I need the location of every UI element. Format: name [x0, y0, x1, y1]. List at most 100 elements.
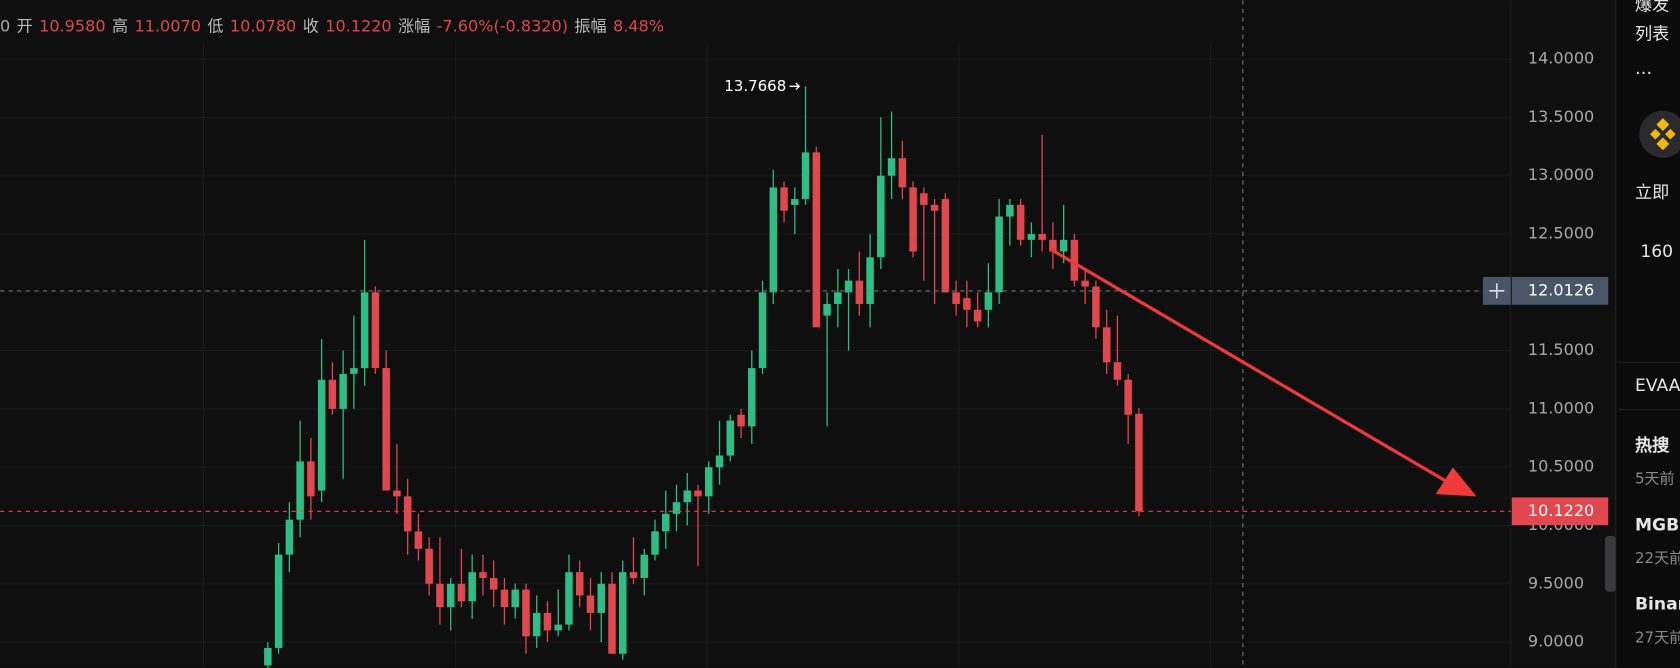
candle-body — [1135, 413, 1143, 512]
last-price-box — [1511, 497, 1609, 526]
candle-body — [597, 583, 605, 613]
news-title[interactable]: 热搜 — [1635, 435, 1670, 456]
candle-body — [694, 490, 702, 497]
y-tick-label: 9.5000 — [1528, 573, 1584, 592]
candle-body — [328, 379, 337, 409]
candle-body — [296, 461, 304, 520]
candle-body — [1016, 204, 1025, 240]
y-tick-label: 14.0000 — [1528, 49, 1594, 68]
sidebar-panel — [1615, 0, 1680, 668]
candle-body — [500, 589, 509, 608]
candle-body — [930, 204, 939, 211]
candle-body — [651, 531, 659, 555]
candle-body — [920, 193, 928, 205]
candle-body — [1113, 362, 1122, 380]
y-tick-label: 12.5000 — [1528, 224, 1594, 243]
candle-body — [737, 414, 745, 427]
candle-body — [522, 589, 530, 637]
candle-body — [1059, 239, 1068, 252]
y-tick-label: 11.0000 — [1528, 398, 1594, 417]
high-arrow — [789, 82, 801, 90]
candle-body — [855, 280, 864, 304]
candle-body — [1081, 280, 1089, 287]
candle-body — [565, 572, 573, 625]
candle-body — [425, 548, 433, 584]
y-tick-label: 9.0000 — [1528, 632, 1584, 651]
candle-body — [683, 490, 692, 503]
high-label: 13.7668 — [724, 77, 786, 95]
candle-body — [887, 158, 896, 176]
header-text: 高 — [112, 17, 128, 36]
candle-body — [834, 292, 842, 304]
sidebar-text: 爆发 — [1635, 0, 1669, 16]
news-title[interactable]: MGB — [1635, 515, 1679, 535]
candle-body — [984, 292, 993, 310]
y-tick-label: 11.5000 — [1528, 340, 1594, 359]
candle-body — [371, 292, 380, 369]
candle-body — [705, 467, 713, 497]
y-tick-label: 13.0000 — [1528, 165, 1594, 184]
header-text: 10.1220 — [325, 17, 391, 36]
last-price-label: 10.1220 — [1528, 501, 1594, 520]
candle-body — [1038, 234, 1046, 240]
sidebar-text: 列表 — [1635, 25, 1669, 45]
candle-body — [791, 199, 799, 205]
candle-body — [382, 368, 390, 491]
plus-icon — [1489, 283, 1505, 299]
candle-body — [662, 513, 670, 532]
header-text: 10.9580 — [39, 17, 105, 36]
sidebar-text: 立即 — [1635, 183, 1669, 203]
trend-arrow-head — [1435, 467, 1477, 497]
candle-body — [823, 303, 831, 316]
header-text: 开 — [17, 17, 33, 36]
candle-body — [403, 496, 412, 532]
candle-body — [780, 187, 788, 211]
candle-body — [457, 583, 466, 602]
news-time: 22天前 — [1635, 549, 1680, 567]
trend-arrow — [1049, 247, 1453, 486]
news-title[interactable]: Binar — [1635, 595, 1680, 615]
candle-body — [909, 187, 917, 252]
candle-body — [393, 490, 401, 497]
candle-body — [274, 554, 283, 648]
candle-body — [618, 572, 627, 654]
candle-body — [414, 531, 423, 549]
candle-body — [479, 572, 487, 578]
candle-body — [812, 152, 821, 328]
candle-body — [317, 379, 326, 491]
crosshair-price: 12.0126 — [1528, 280, 1594, 299]
candle-body — [1092, 286, 1100, 328]
candle-body — [973, 309, 982, 322]
news-time: 27天前 — [1635, 628, 1680, 646]
candle-body — [360, 292, 369, 369]
candle-body — [1102, 327, 1111, 363]
header-text: 11.0070 — [135, 17, 201, 36]
candle-body — [963, 298, 971, 310]
header-text: 0 — [0, 17, 10, 36]
crosshair-price-box — [1511, 276, 1609, 305]
candle-body — [350, 368, 358, 374]
candle-body — [468, 572, 476, 602]
header-text: -7.60%(-0.8320) — [437, 17, 568, 36]
candle-body — [489, 577, 498, 590]
candle-body — [629, 572, 638, 578]
candle-body — [285, 519, 294, 555]
candle-body — [339, 373, 347, 409]
header-text: 10.0780 — [230, 17, 296, 36]
sidebar-text: 160 — [1640, 242, 1673, 262]
header-text: 涨幅 — [398, 17, 430, 36]
candle-body — [726, 420, 735, 456]
candle-body — [543, 612, 552, 631]
header-text: 8.48% — [613, 17, 664, 36]
header-text: 低 — [207, 17, 223, 36]
candle-body — [1124, 379, 1132, 415]
candle-body — [1027, 234, 1036, 240]
header-text: 收 — [303, 17, 319, 36]
candle-body — [1070, 239, 1079, 281]
candle-body — [758, 292, 767, 369]
scroll-handle[interactable] — [1605, 535, 1616, 592]
news-time: 5天前 — [1635, 470, 1675, 488]
candle-body — [575, 572, 584, 596]
candle-body — [941, 199, 950, 293]
